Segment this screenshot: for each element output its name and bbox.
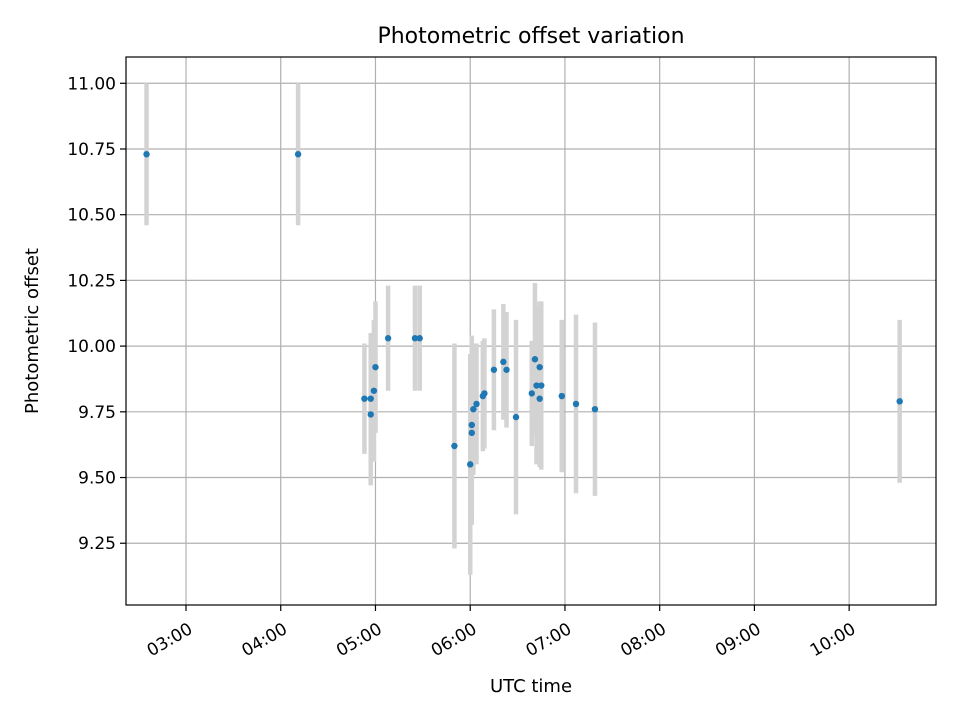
data-point (896, 398, 903, 405)
y-tick-label: 10.75 (67, 140, 116, 160)
chart-title: Photometric offset variation (377, 24, 684, 49)
data-point (361, 395, 368, 402)
data-point (528, 390, 535, 397)
grid (126, 57, 936, 605)
data-point (531, 356, 539, 363)
data-point (512, 413, 520, 421)
data-point (451, 442, 458, 450)
y-tick-label: 9.25 (78, 534, 116, 554)
y-tick-label: 9.50 (78, 469, 116, 489)
y-tick-label: 9.75 (78, 403, 116, 423)
y-tick-label: 10.25 (67, 271, 116, 291)
data-point (372, 363, 379, 371)
data-point (470, 405, 477, 413)
data-point (533, 382, 540, 389)
data-point (538, 382, 545, 389)
data-point (558, 392, 565, 400)
data-point (481, 390, 488, 397)
data-point (384, 335, 392, 342)
data-point (416, 335, 423, 342)
y-axis-label: Photometric offset (22, 248, 43, 414)
data-point (503, 366, 510, 373)
x-axis-label: UTC time (490, 676, 572, 697)
data-points (143, 151, 903, 468)
data-point (143, 151, 150, 158)
data-point (536, 363, 543, 371)
data-point (468, 429, 475, 437)
data-point (536, 395, 543, 402)
data-point (294, 151, 302, 158)
data-point (411, 335, 419, 342)
data-point (490, 366, 498, 373)
data-point (467, 461, 474, 468)
plot-frame (125, 56, 937, 606)
data-point (367, 411, 374, 418)
data-point (473, 400, 480, 408)
data-point (500, 358, 507, 366)
data-point (572, 400, 580, 408)
data-point (367, 395, 374, 402)
y-tick-label: 10.50 (67, 206, 116, 226)
y-tick-label: 11.00 (67, 74, 116, 94)
data-point (591, 405, 599, 413)
y-tick-label: 10.00 (67, 337, 116, 357)
data-point (370, 387, 378, 394)
data-point (468, 421, 475, 429)
